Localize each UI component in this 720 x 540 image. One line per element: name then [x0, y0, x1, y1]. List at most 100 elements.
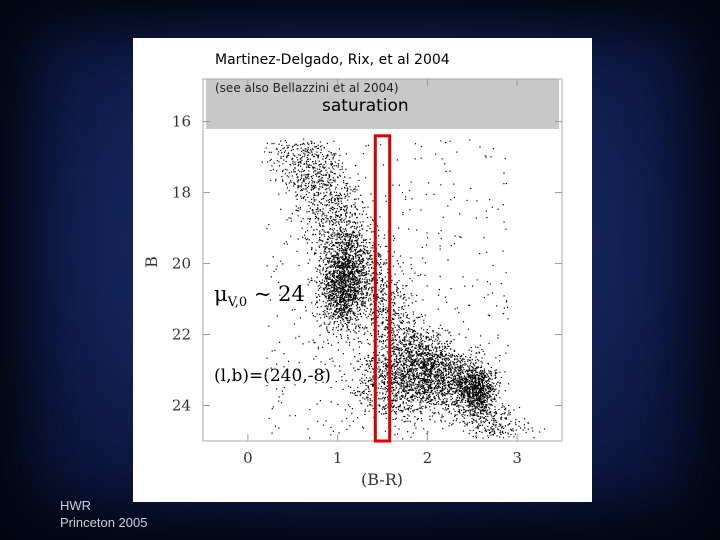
star-point — [339, 216, 341, 218]
star-point — [491, 430, 493, 433]
star-point — [305, 150, 307, 152]
star-point — [311, 279, 313, 282]
star-point — [444, 407, 447, 409]
star-point — [421, 408, 423, 410]
star-point — [456, 381, 458, 383]
star-point — [340, 335, 342, 337]
star-point — [352, 234, 354, 236]
star-point — [336, 252, 338, 254]
star-point — [299, 170, 301, 173]
star-point — [299, 160, 302, 162]
star-point — [339, 193, 342, 195]
star-point — [359, 271, 361, 273]
star-point — [459, 366, 462, 368]
star-point — [337, 342, 339, 344]
star-point — [335, 313, 337, 315]
star-point — [298, 164, 300, 166]
star-point — [333, 250, 335, 252]
star-point — [461, 379, 463, 381]
star-point — [404, 415, 406, 418]
star-point — [323, 230, 325, 232]
star-point — [532, 430, 534, 432]
star-point — [418, 374, 420, 376]
star-point — [412, 320, 414, 322]
star-point — [339, 227, 341, 230]
star-point — [360, 297, 362, 299]
star-point — [367, 252, 369, 255]
star-point — [330, 302, 332, 304]
star-point — [425, 354, 427, 357]
star-point — [313, 197, 315, 199]
star-point — [344, 248, 346, 250]
star-point — [430, 336, 432, 338]
star-point — [386, 365, 388, 367]
star-point — [431, 366, 433, 368]
star-point — [365, 281, 367, 283]
star-point — [386, 262, 388, 264]
star-point — [482, 394, 484, 396]
star-point — [357, 254, 359, 256]
star-point — [403, 367, 405, 369]
star-point — [353, 257, 355, 259]
star-point — [303, 174, 305, 176]
star-point — [456, 418, 458, 420]
star-point — [343, 299, 345, 301]
star-point — [465, 399, 467, 402]
star-point — [278, 151, 280, 153]
star-point — [386, 309, 388, 312]
star-point — [402, 410, 404, 412]
star-point — [422, 361, 424, 363]
star-point — [335, 165, 337, 167]
star-point — [385, 307, 387, 309]
star-point — [364, 285, 366, 287]
star-point — [457, 405, 459, 407]
star-point — [357, 287, 359, 289]
star-point — [472, 436, 474, 438]
star-point — [325, 256, 327, 259]
star-point — [467, 404, 469, 406]
star-point — [460, 395, 462, 397]
star-point — [359, 221, 361, 223]
star-point — [429, 384, 431, 386]
star-point — [302, 180, 304, 182]
star-point — [442, 402, 444, 404]
star-point — [370, 379, 372, 381]
star-point — [441, 374, 443, 376]
star-point — [350, 294, 352, 296]
star-point — [426, 364, 428, 367]
star-point — [303, 179, 305, 181]
star-point — [306, 156, 308, 159]
star-point — [384, 357, 386, 359]
star-point — [446, 393, 448, 395]
star-point — [357, 242, 359, 244]
star-point — [413, 323, 415, 325]
star-point — [397, 294, 399, 296]
star-point — [418, 359, 420, 361]
star-point — [412, 372, 414, 374]
star-point — [343, 278, 346, 280]
star-point — [488, 372, 490, 374]
star-point — [399, 409, 401, 412]
star-point — [351, 268, 353, 270]
star-point — [366, 360, 368, 362]
star-point — [354, 221, 356, 224]
star-point — [331, 212, 334, 214]
star-point — [404, 374, 406, 376]
star-point — [324, 174, 326, 176]
star-point — [355, 263, 357, 265]
star-point — [337, 305, 339, 307]
star-point — [326, 269, 328, 272]
star-point — [430, 373, 432, 375]
star-point — [346, 223, 348, 225]
star-point — [321, 211, 323, 213]
star-point — [401, 385, 403, 387]
star-point — [401, 329, 403, 331]
star-point — [421, 344, 423, 346]
star-point — [327, 266, 329, 268]
star-point — [413, 325, 415, 328]
star-point — [349, 298, 351, 300]
star-point — [413, 362, 415, 364]
star-point — [345, 230, 348, 232]
star-point — [334, 219, 336, 222]
star-point — [319, 141, 321, 143]
